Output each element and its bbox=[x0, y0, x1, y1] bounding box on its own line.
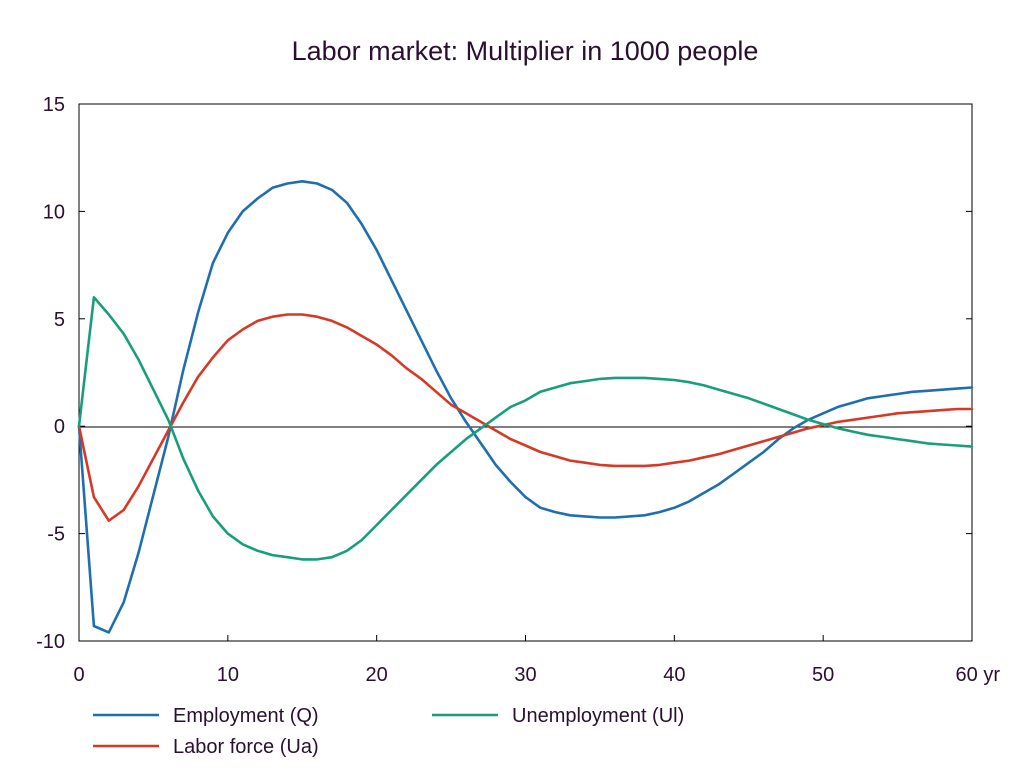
series-lines bbox=[77, 180, 974, 634]
series-line-0 bbox=[77, 180, 974, 634]
plot-frame bbox=[78, 103, 973, 642]
series-line-1 bbox=[77, 313, 974, 523]
x-tick-label: 0 bbox=[73, 664, 84, 686]
x-tick-label: 40 bbox=[663, 664, 685, 686]
y-tick-label: 10 bbox=[43, 201, 65, 223]
x-tick-label: 50 bbox=[812, 664, 834, 686]
x-axis: 0 10 20 30 40 50 60 yr bbox=[73, 635, 1000, 686]
x-tick-label: 30 bbox=[514, 664, 536, 686]
y-tick-label: -10 bbox=[36, 631, 65, 653]
legend-label: Unemployment (Ul) bbox=[512, 705, 684, 727]
x-tick-label: 10 bbox=[217, 664, 239, 686]
chart-title: Labor market: Multiplier in 1000 people bbox=[292, 36, 759, 66]
y-tick-label: 5 bbox=[54, 309, 65, 331]
legend-label: Employment (Q) bbox=[173, 705, 319, 727]
y-tick-label: 15 bbox=[43, 94, 65, 116]
legend-label: Labor force (Ua) bbox=[173, 736, 319, 758]
series-line-2 bbox=[77, 295, 974, 561]
y-tick-label: -5 bbox=[47, 524, 65, 546]
x-tick-label: 20 bbox=[366, 664, 388, 686]
x-tick-label: 60 yr bbox=[956, 664, 1001, 686]
y-tick-label: 0 bbox=[54, 416, 65, 438]
legend: Employment (Q) Unemployment (Ul) Labor for… bbox=[93, 705, 684, 758]
y-axis: 15 10 5 0 -5 -10 bbox=[36, 94, 972, 653]
